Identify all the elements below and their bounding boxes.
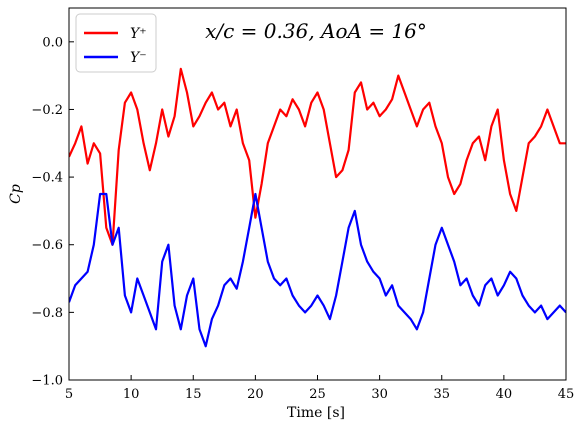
legend-label-y-plus: Y⁺ xyxy=(130,26,147,42)
x-axis-label: Time [s] xyxy=(287,405,345,421)
x-tick-label: 35 xyxy=(433,387,450,402)
series-layer xyxy=(69,67,566,348)
x-tick-label: 25 xyxy=(309,387,326,402)
y-axis-label: Cp xyxy=(8,184,24,204)
x-tick-label: 15 xyxy=(185,387,202,402)
x-tick-label: 40 xyxy=(496,387,513,402)
legend: Y⁺ Y⁻ xyxy=(75,13,157,73)
y-tick-label: −0.2 xyxy=(31,103,63,118)
series-line-y-plus xyxy=(69,67,566,246)
y-tick-label: −0.8 xyxy=(31,306,63,321)
legend-label-y-minus: Y⁻ xyxy=(130,50,147,66)
y-tick-label: −1.0 xyxy=(31,374,63,389)
x-tick-label: 45 xyxy=(558,387,575,402)
x-tick-label: 10 xyxy=(123,387,140,402)
x-tick-label: 30 xyxy=(371,387,388,402)
chart-title: x/c = 0.36, AoA = 16° xyxy=(205,19,427,43)
series-line-y-minus xyxy=(69,192,566,348)
x-tick-label: 20 xyxy=(247,387,264,402)
y-tick-label: 0.0 xyxy=(42,35,63,50)
ticks-layer: 5 10 15 20 25 30 35 40 45 −1.0 −0.8 −0.6 −0.4 −0.2 0.0 xyxy=(31,35,574,402)
x-tick-label: 5 xyxy=(65,387,73,402)
y-tick-label: −0.4 xyxy=(31,171,63,186)
y-tick-label: −0.6 xyxy=(31,238,63,253)
